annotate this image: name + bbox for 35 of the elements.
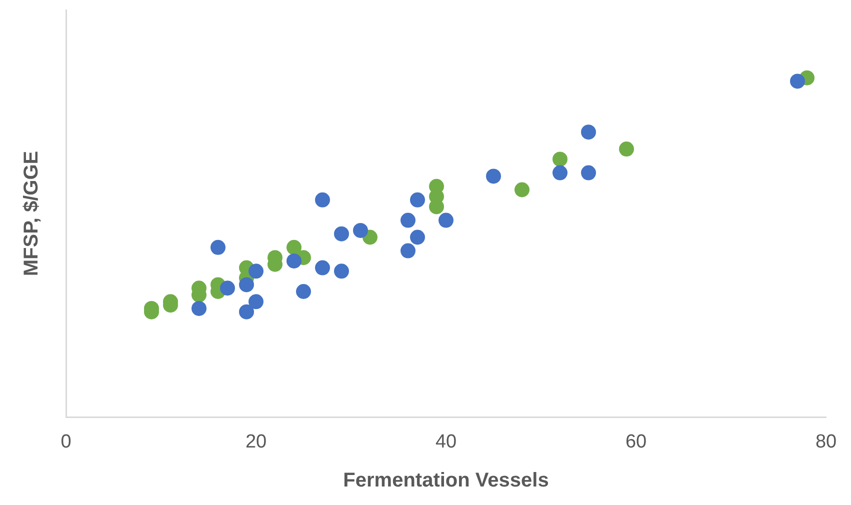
x-tick-label: 40 [435,432,457,453]
point [239,304,254,320]
point [790,74,805,89]
point [248,294,264,310]
x-tick-label: 20 [245,432,267,453]
point [192,300,206,316]
point [552,152,568,167]
point [220,280,235,296]
point [286,253,302,268]
point [210,240,226,255]
point [438,212,454,228]
point [239,277,254,292]
point [334,226,349,242]
y-axis-title: MFSP, $/GGE [20,150,43,276]
point [286,240,302,255]
point [619,142,634,157]
point [315,192,330,208]
point [410,192,425,208]
point [353,222,368,238]
point [410,230,425,245]
point [248,264,264,279]
x-tick-label: 0 [60,432,72,453]
point [486,168,501,184]
point [581,124,596,140]
point [581,165,596,180]
point [315,260,330,276]
x-axis-title: Fermentation Vessels [343,470,549,492]
point [552,165,568,180]
point [400,212,416,228]
point [296,284,311,300]
point [334,264,349,279]
x-tick-label: 80 [815,432,837,453]
point [400,243,416,258]
point [514,182,530,198]
x-tick-label: 60 [625,432,647,453]
